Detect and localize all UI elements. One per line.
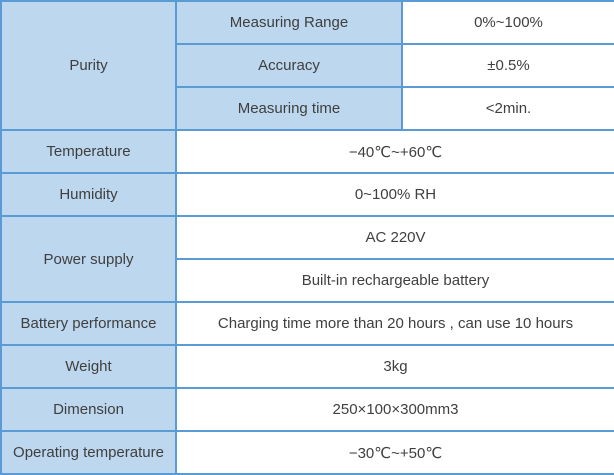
row-label-power-supply: Power supply: [0, 215, 177, 303]
table-row: Power supply AC 220V: [0, 215, 614, 303]
purity-param-measuring-range: Measuring Range: [175, 0, 403, 45]
table-row: Weight 3kg: [0, 344, 614, 389]
table-row: Measuring time <2min.: [1, 86, 614, 131]
row-label-purity: Purity: [0, 0, 177, 131]
row-label-operating-temperature: Operating temperature: [0, 430, 177, 475]
purity-param-measuring-time: Measuring time: [175, 86, 403, 131]
row-label-battery-performance: Battery performance: [0, 301, 177, 346]
purity-param-accuracy: Accuracy: [175, 43, 403, 88]
table-row: Built-in rechargeable battery: [1, 258, 614, 303]
table-row: Battery performance Charging time more t…: [0, 301, 614, 346]
table-row: Operating temperature −30℃~+50℃: [0, 430, 614, 475]
purity-value-measuring-time: <2min.: [401, 86, 614, 131]
row-label-humidity: Humidity: [0, 172, 177, 217]
weight-value: 3kg: [175, 344, 614, 389]
purity-value-accuracy: ±0.5%: [401, 43, 614, 88]
battery-performance-value: Charging time more than 20 hours , can u…: [175, 301, 614, 346]
operating-temperature-value: −30℃~+50℃: [175, 430, 614, 475]
power-supply-value-battery: Built-in rechargeable battery: [175, 258, 614, 303]
row-label-weight: Weight: [0, 344, 177, 389]
table-row: Purity Measuring Range 0%~100%: [0, 0, 614, 131]
power-supply-value-ac: AC 220V: [175, 215, 614, 260]
table-row: Humidity 0~100% RH: [0, 172, 614, 217]
dimension-value: 250×100×300mm3: [175, 387, 614, 432]
row-label-dimension: Dimension: [0, 387, 177, 432]
humidity-value: 0~100% RH: [175, 172, 614, 217]
table-row: Temperature −40℃~+60℃: [0, 129, 614, 174]
purity-value-measuring-range: 0%~100%: [401, 0, 614, 45]
table-row: Dimension 250×100×300mm3: [0, 387, 614, 432]
row-label-temperature: Temperature: [0, 129, 177, 174]
temperature-value: −40℃~+60℃: [175, 129, 614, 174]
